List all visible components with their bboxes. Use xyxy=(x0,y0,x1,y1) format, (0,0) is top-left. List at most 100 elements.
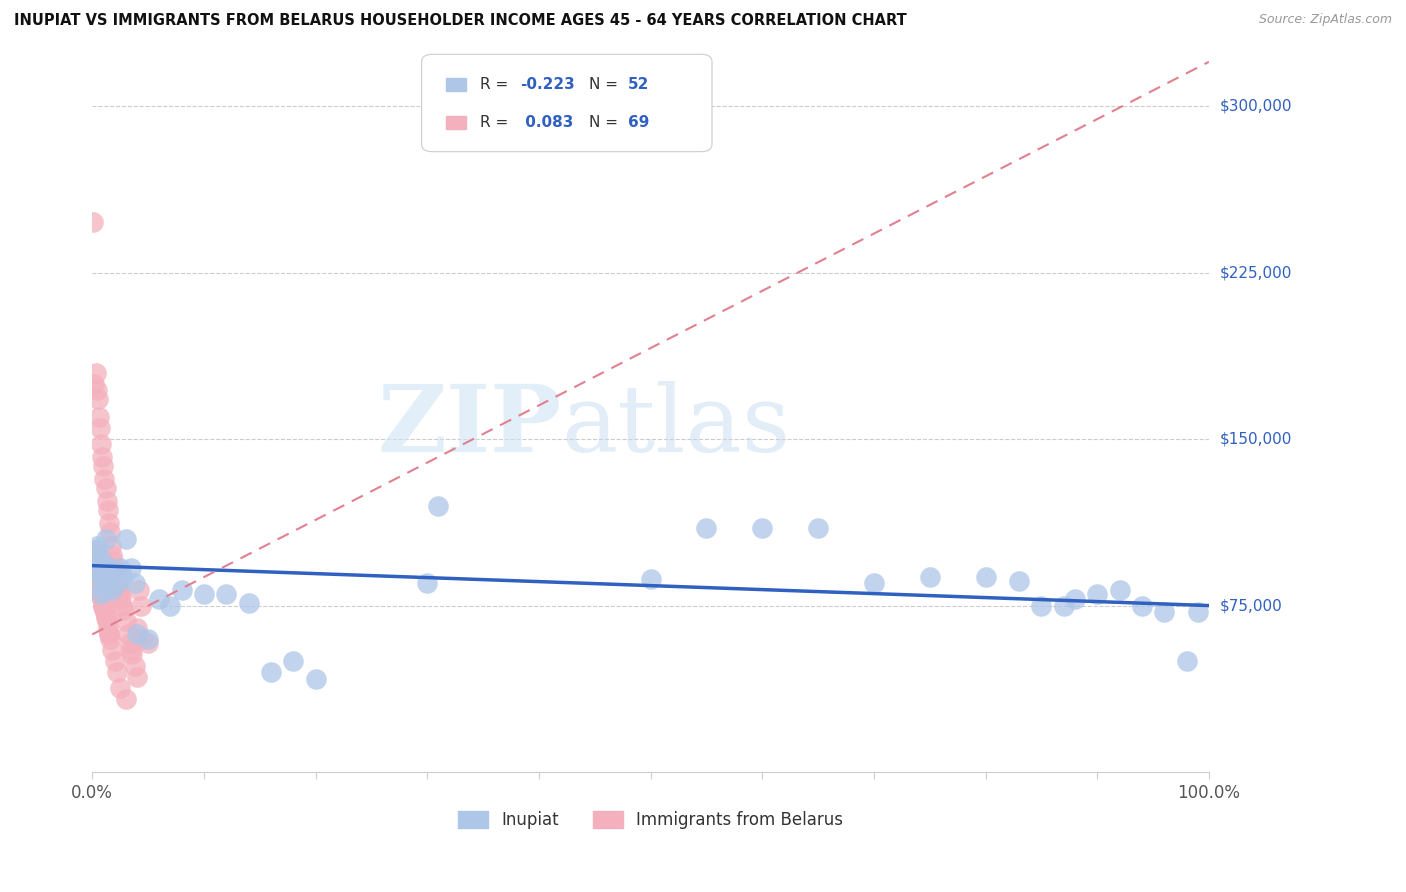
Point xyxy=(89,576,111,591)
Point xyxy=(695,521,717,535)
Text: -0.223: -0.223 xyxy=(520,77,575,92)
Point xyxy=(124,658,146,673)
Point xyxy=(89,421,111,435)
Point xyxy=(91,591,114,606)
Point xyxy=(136,636,159,650)
FancyBboxPatch shape xyxy=(446,116,467,129)
Point xyxy=(103,654,125,668)
Point xyxy=(83,376,105,391)
Point xyxy=(103,570,125,584)
Text: ZIP: ZIP xyxy=(377,381,561,471)
Point xyxy=(108,561,131,575)
Point xyxy=(83,554,105,568)
Point xyxy=(84,543,107,558)
Point xyxy=(94,609,117,624)
Point xyxy=(103,554,125,568)
Point xyxy=(170,582,193,597)
Point xyxy=(974,570,997,584)
Text: N =: N = xyxy=(589,115,623,130)
Point xyxy=(87,543,110,558)
Point xyxy=(86,554,108,568)
Text: $300,000: $300,000 xyxy=(1220,99,1292,113)
Point xyxy=(112,603,135,617)
Point xyxy=(96,614,118,628)
Point xyxy=(114,614,136,628)
Point xyxy=(110,591,132,606)
Point xyxy=(105,576,128,591)
Text: $225,000: $225,000 xyxy=(1220,265,1292,280)
Point xyxy=(918,570,941,584)
Point xyxy=(1130,599,1153,613)
Point xyxy=(93,582,115,597)
Point xyxy=(97,570,120,584)
Point xyxy=(1064,591,1087,606)
Point xyxy=(260,665,283,680)
Point xyxy=(105,665,128,680)
Text: $150,000: $150,000 xyxy=(1220,432,1292,447)
Text: $75,000: $75,000 xyxy=(1220,598,1282,613)
Point xyxy=(93,599,115,613)
Point xyxy=(101,582,124,597)
Point xyxy=(136,632,159,646)
Point xyxy=(86,554,108,568)
Point xyxy=(120,561,142,575)
Point xyxy=(97,621,120,635)
Point xyxy=(131,599,153,613)
Point xyxy=(87,561,110,575)
Point xyxy=(131,632,153,646)
Point xyxy=(148,591,170,606)
Point xyxy=(238,596,260,610)
Point xyxy=(97,516,120,531)
Text: atlas: atlas xyxy=(561,381,790,471)
Point xyxy=(87,566,110,580)
Point xyxy=(416,576,439,591)
Point xyxy=(87,566,110,580)
Point xyxy=(1153,605,1175,619)
Point xyxy=(1108,582,1130,597)
Point xyxy=(117,627,139,641)
Point xyxy=(159,599,181,613)
Point xyxy=(1187,605,1209,619)
Text: 0.083: 0.083 xyxy=(520,115,574,130)
Point xyxy=(108,587,131,601)
FancyBboxPatch shape xyxy=(422,54,711,152)
Point xyxy=(114,691,136,706)
FancyBboxPatch shape xyxy=(446,78,467,91)
Point xyxy=(108,582,131,597)
Point xyxy=(82,214,104,228)
Point xyxy=(87,392,110,406)
Text: Source: ZipAtlas.com: Source: ZipAtlas.com xyxy=(1258,13,1392,27)
Point xyxy=(640,572,662,586)
Point xyxy=(124,576,146,591)
Point xyxy=(111,599,134,613)
Text: INUPIAT VS IMMIGRANTS FROM BELARUS HOUSEHOLDER INCOME AGES 45 - 64 YEARS CORRELA: INUPIAT VS IMMIGRANTS FROM BELARUS HOUSE… xyxy=(14,13,907,29)
Point xyxy=(1008,574,1031,589)
Legend: Inupiat, Immigrants from Belarus: Inupiat, Immigrants from Belarus xyxy=(451,805,849,836)
Point xyxy=(93,458,115,473)
Point xyxy=(97,627,120,641)
Point xyxy=(100,539,122,553)
Point xyxy=(91,591,114,606)
Point xyxy=(94,532,117,546)
Point xyxy=(86,539,108,553)
Point xyxy=(87,570,110,584)
Point xyxy=(90,587,112,601)
Point xyxy=(105,570,128,584)
Point xyxy=(96,566,118,580)
Point xyxy=(103,561,125,575)
Point xyxy=(93,570,115,584)
Text: 69: 69 xyxy=(628,115,650,130)
Point xyxy=(87,409,110,424)
Point xyxy=(101,643,124,657)
Point xyxy=(94,609,117,624)
Point xyxy=(1175,654,1198,668)
Point xyxy=(98,632,121,646)
Point xyxy=(863,576,886,591)
Point xyxy=(215,587,238,601)
Point xyxy=(97,503,120,517)
Text: N =: N = xyxy=(589,77,623,92)
Point xyxy=(89,576,111,591)
Point xyxy=(112,570,135,584)
Point xyxy=(128,582,150,597)
Point xyxy=(84,543,107,558)
